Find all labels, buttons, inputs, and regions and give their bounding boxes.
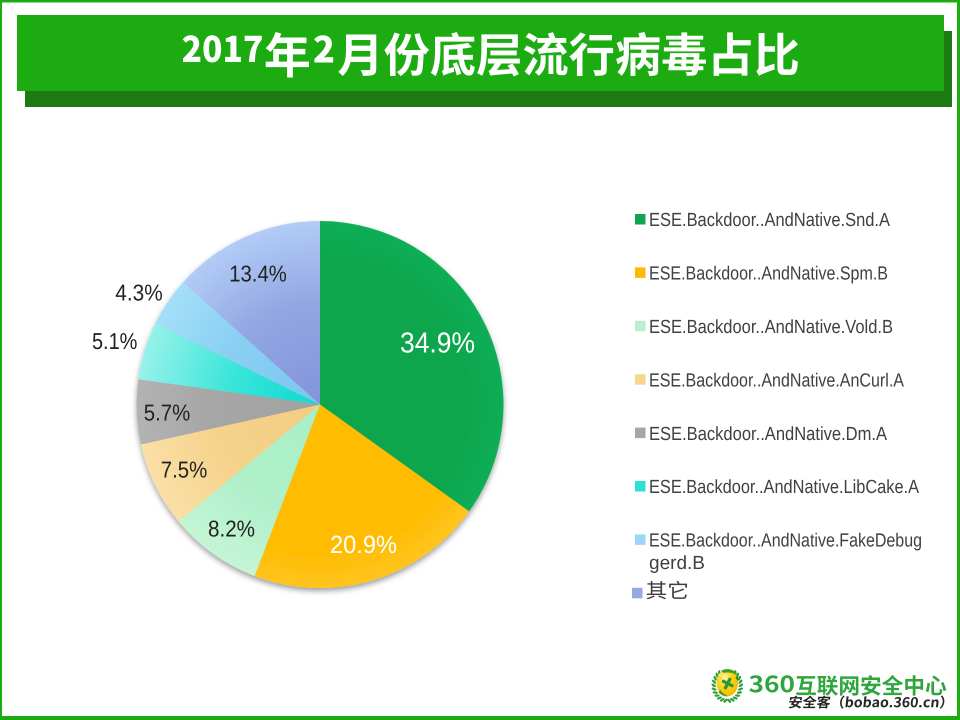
svg-text:ESE.Backdoor..AndNative.Dm.A: ESE.Backdoor..AndNative.Dm.A [649, 424, 887, 445]
svg-text:5.1%: 5.1% [92, 328, 138, 354]
svg-text:ESE.Backdoor..AndNative.Spm.B: ESE.Backdoor..AndNative.Spm.B [649, 264, 888, 285]
svg-text:13.4%: 13.4% [229, 260, 287, 286]
svg-text:34.9%: 34.9% [400, 328, 475, 360]
svg-text:5.7%: 5.7% [144, 399, 190, 425]
svg-text:20.9%: 20.9% [330, 531, 397, 559]
svg-text:ESE.Backdoor..AndNative.FakeDe: ESE.Backdoor..AndNative.FakeDebug [649, 531, 922, 552]
svg-text:gerd.B: gerd.B [649, 553, 705, 574]
svg-text:8.2%: 8.2% [208, 515, 255, 541]
svg-text:ESE.Backdoor..AndNative.LibCak: ESE.Backdoor..AndNative.LibCake.A [649, 477, 919, 498]
svg-text:ESE.Backdoor..AndNative.AnCurl: ESE.Backdoor..AndNative.AnCurl.A [649, 370, 904, 391]
svg-text:ESE.Backdoor..AndNative.Snd.A: ESE.Backdoor..AndNative.Snd.A [649, 210, 890, 231]
svg-text:4.3%: 4.3% [115, 279, 162, 305]
svg-text:7.5%: 7.5% [161, 456, 208, 482]
svg-text:ESE.Backdoor..AndNative.Vold.B: ESE.Backdoor..AndNative.Vold.B [649, 317, 893, 338]
